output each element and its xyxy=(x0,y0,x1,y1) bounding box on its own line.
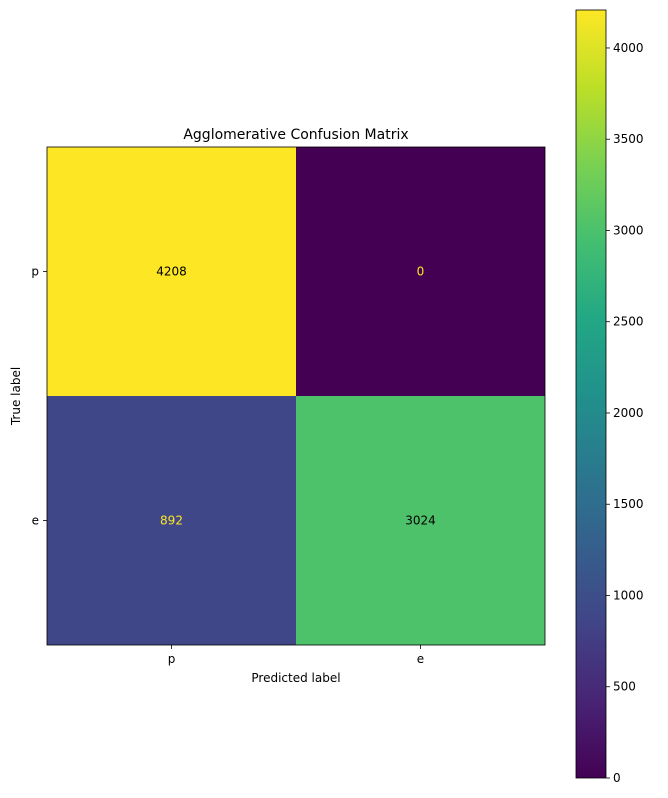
colorbar: 0 500 1000 1500 2000 2500 3000 3500 4000 xyxy=(575,9,644,785)
plot-frame xyxy=(46,146,546,646)
colorbar-tick-label: 1500 xyxy=(613,497,644,511)
matrix-cell xyxy=(47,147,296,396)
matrix-cell xyxy=(47,396,296,645)
chart-title: Agglomerative Confusion Matrix xyxy=(183,127,408,143)
colorbar-tick-label: 4000 xyxy=(613,41,644,55)
colorbar-tick-label: 2000 xyxy=(613,406,644,420)
matrix-cell xyxy=(296,396,545,645)
x-tick-label: p xyxy=(168,652,176,666)
y-tick-label: e xyxy=(32,514,39,528)
x-axis-label: Predicted label xyxy=(251,671,340,685)
colorbar-tick-label: 2500 xyxy=(613,315,644,329)
cell-value-label: 3024 xyxy=(405,514,436,528)
colorbar-tick-label: 500 xyxy=(613,680,636,694)
x-tick-label: e xyxy=(417,652,424,666)
colorbar-tick-label: 3500 xyxy=(613,132,644,146)
colorbar-tick-label: 1000 xyxy=(613,588,644,602)
colorbar-gradient xyxy=(575,9,607,779)
y-axis: True label p e xyxy=(9,265,47,528)
matrix-cell xyxy=(296,147,545,396)
cell-value-label: 892 xyxy=(160,514,183,528)
colorbar-tick-label: 0 xyxy=(613,771,621,785)
y-tick-label: p xyxy=(31,265,39,279)
matrix-cells: 4208 0 892 3024 xyxy=(46,146,546,646)
y-axis-label: True label xyxy=(9,367,23,426)
cell-value-label: 0 xyxy=(417,265,425,279)
cell-value-label: 4208 xyxy=(156,265,187,279)
colorbar-tick-label: 3000 xyxy=(613,223,644,237)
x-axis: Predicted label p e xyxy=(168,645,424,685)
